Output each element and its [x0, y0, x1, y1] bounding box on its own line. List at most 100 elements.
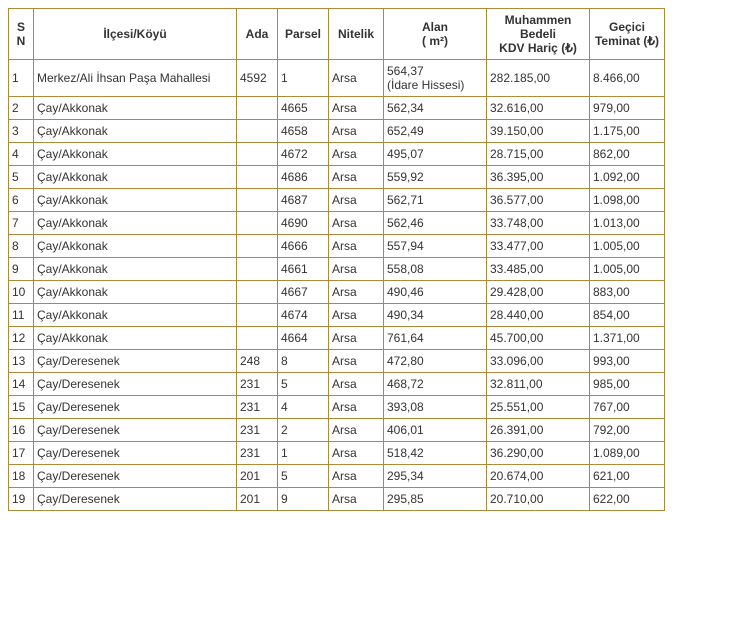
cell: 231 — [237, 419, 278, 442]
table-row: 3Çay/Akkonak4658Arsa652,4939.150,001.175… — [9, 120, 665, 143]
table-row: 8Çay/Akkonak4666Arsa557,9433.477,001.005… — [9, 235, 665, 258]
cell: 4665 — [278, 97, 329, 120]
cell: Arsa — [329, 419, 384, 442]
cell: 4667 — [278, 281, 329, 304]
cell: 45.700,00 — [487, 327, 590, 350]
cell: 17 — [9, 442, 34, 465]
cell: Çay/Deresenek — [34, 396, 237, 419]
cell: 4672 — [278, 143, 329, 166]
cell: 248 — [237, 350, 278, 373]
cell: Arsa — [329, 488, 384, 511]
cell: 8 — [9, 235, 34, 258]
cell: Arsa — [329, 212, 384, 235]
cell: 490,34 — [384, 304, 487, 327]
table-row: 17Çay/Deresenek2311Arsa518,4236.290,001.… — [9, 442, 665, 465]
cell: Çay/Deresenek — [34, 442, 237, 465]
cell: 562,46 — [384, 212, 487, 235]
cell: 854,00 — [590, 304, 665, 327]
cell: Arsa — [329, 60, 384, 97]
cell: 1.089,00 — [590, 442, 665, 465]
cell: Arsa — [329, 235, 384, 258]
table-row: 19Çay/Deresenek2019Arsa295,8520.710,0062… — [9, 488, 665, 511]
cell: 621,00 — [590, 465, 665, 488]
table-row: 1Merkez/Ali İhsan Paşa Mahallesi45921Ars… — [9, 60, 665, 97]
cell: Çay/Akkonak — [34, 97, 237, 120]
table-row: 7Çay/Akkonak4690Arsa562,4633.748,001.013… — [9, 212, 665, 235]
cell: 4592 — [237, 60, 278, 97]
cell: 518,42 — [384, 442, 487, 465]
cell: 562,71 — [384, 189, 487, 212]
cell: 20.710,00 — [487, 488, 590, 511]
cell: 761,64 — [384, 327, 487, 350]
cell: 4661 — [278, 258, 329, 281]
cell: 767,00 — [590, 396, 665, 419]
cell: 12 — [9, 327, 34, 350]
cell — [237, 166, 278, 189]
cell: 472,80 — [384, 350, 487, 373]
header-row: S Nİlçesi/KöyüAdaParselNitelikAlan( m²)M… — [9, 9, 665, 60]
cell: 18 — [9, 465, 34, 488]
cell: 32.616,00 — [487, 97, 590, 120]
cell: 985,00 — [590, 373, 665, 396]
cell — [237, 258, 278, 281]
table-row: 9Çay/Akkonak4661Arsa558,0833.485,001.005… — [9, 258, 665, 281]
table-row: 14Çay/Deresenek2315Arsa468,7232.811,0098… — [9, 373, 665, 396]
cell: 5 — [9, 166, 34, 189]
cell: Çay/Akkonak — [34, 189, 237, 212]
table-row: 13Çay/Deresenek2488Arsa472,8033.096,0099… — [9, 350, 665, 373]
cell: Merkez/Ali İhsan Paşa Mahallesi — [34, 60, 237, 97]
cell: 8 — [278, 350, 329, 373]
cell: 20.674,00 — [487, 465, 590, 488]
cell: 490,46 — [384, 281, 487, 304]
cell — [237, 304, 278, 327]
cell: 231 — [237, 396, 278, 419]
cell: 19 — [9, 488, 34, 511]
cell: 33.096,00 — [487, 350, 590, 373]
cell: 28.440,00 — [487, 304, 590, 327]
cell: 26.391,00 — [487, 419, 590, 442]
cell: Çay/Akkonak — [34, 166, 237, 189]
cell — [237, 120, 278, 143]
cell: 1.098,00 — [590, 189, 665, 212]
cell: 14 — [9, 373, 34, 396]
cell: Çay/Akkonak — [34, 304, 237, 327]
table-row: 16Çay/Deresenek2312Arsa406,0126.391,0079… — [9, 419, 665, 442]
cell: Çay/Deresenek — [34, 419, 237, 442]
cell: Arsa — [329, 189, 384, 212]
cell: 15 — [9, 396, 34, 419]
cell: 9 — [9, 258, 34, 281]
cell: 36.395,00 — [487, 166, 590, 189]
cell: 282.185,00 — [487, 60, 590, 97]
cell: Arsa — [329, 143, 384, 166]
cell: 39.150,00 — [487, 120, 590, 143]
cell: 4666 — [278, 235, 329, 258]
table-row: 10Çay/Akkonak4667Arsa490,4629.428,00883,… — [9, 281, 665, 304]
cell: 295,85 — [384, 488, 487, 511]
table-row: 15Çay/Deresenek2314Arsa393,0825.551,0076… — [9, 396, 665, 419]
table-head: S Nİlçesi/KöyüAdaParselNitelikAlan( m²)M… — [9, 9, 665, 60]
cell: 4 — [278, 396, 329, 419]
cell: Çay/Deresenek — [34, 350, 237, 373]
column-header-2: Ada — [237, 9, 278, 60]
cell — [237, 281, 278, 304]
table-row: 12Çay/Akkonak4664Arsa761,6445.700,001.37… — [9, 327, 665, 350]
cell — [237, 189, 278, 212]
cell: 11 — [9, 304, 34, 327]
cell: Arsa — [329, 442, 384, 465]
column-header-5: Alan( m²) — [384, 9, 487, 60]
cell: Arsa — [329, 373, 384, 396]
cell — [237, 143, 278, 166]
cell: Çay/Akkonak — [34, 143, 237, 166]
cell: 1.175,00 — [590, 120, 665, 143]
cell: 1.371,00 — [590, 327, 665, 350]
cell: 1.092,00 — [590, 166, 665, 189]
cell: Çay/Akkonak — [34, 258, 237, 281]
cell: 559,92 — [384, 166, 487, 189]
cell: Arsa — [329, 350, 384, 373]
cell: 4664 — [278, 327, 329, 350]
cell: 792,00 — [590, 419, 665, 442]
cell: Arsa — [329, 97, 384, 120]
cell: 1 — [278, 442, 329, 465]
table-row: 5Çay/Akkonak4686Arsa559,9236.395,001.092… — [9, 166, 665, 189]
column-header-0: S N — [9, 9, 34, 60]
